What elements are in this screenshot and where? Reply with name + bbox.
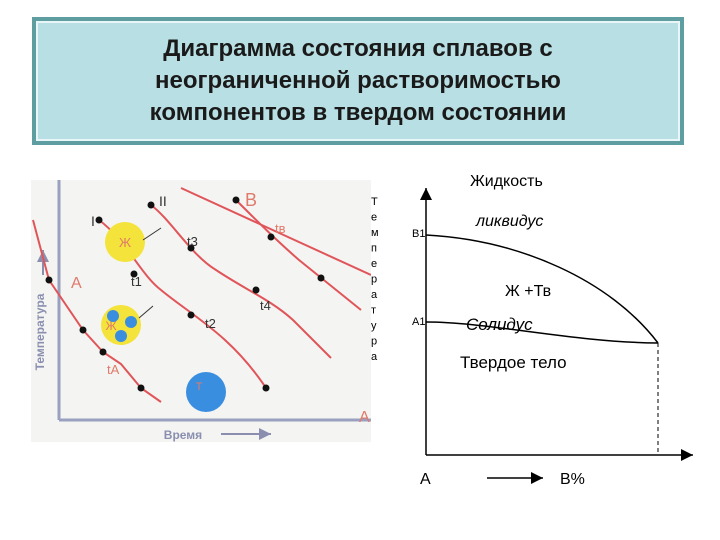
point-ii-start xyxy=(147,201,155,209)
mixed-phase-label: Ж xyxy=(105,319,116,333)
title-banner: Диаграмма состояния сплавов с неограниче… xyxy=(32,17,684,145)
temp-label-t2: t2 xyxy=(205,316,216,331)
liquid-phase-label: Ж xyxy=(119,235,131,250)
x-label-a: A xyxy=(420,471,431,488)
curve-label-i: I xyxy=(91,213,95,229)
point-a-ta xyxy=(99,348,107,356)
region-solid: Твердое тело xyxy=(460,353,567,372)
temp-label-t3: t3 xyxy=(187,234,198,249)
region-liquid: Жидкость xyxy=(470,173,543,190)
cooling-points xyxy=(45,196,325,392)
crystal-1-icon xyxy=(107,310,119,322)
point-b-tb xyxy=(267,233,275,241)
point-i-start xyxy=(95,216,103,224)
temp-label-tb: tв xyxy=(275,221,286,236)
point-i-end xyxy=(262,384,270,392)
cooling-curves-figure: Температура Время Ж Ж T A I II B A tв t3 xyxy=(31,180,371,442)
curve-label-ii: II xyxy=(159,193,167,209)
point-b-end xyxy=(317,274,325,282)
liquidus-line xyxy=(425,234,659,344)
point-ii-t4 xyxy=(252,286,260,294)
point-b-start xyxy=(232,196,240,204)
liquidus-label: ликвидус xyxy=(475,213,543,230)
crystal-2-icon xyxy=(125,316,137,328)
solidus-line xyxy=(425,321,659,344)
point-a-end xyxy=(137,384,145,392)
liquid-phase-circle xyxy=(105,222,145,262)
temperature-label: Температура xyxy=(33,293,47,370)
curve-label-b: B xyxy=(245,190,257,210)
solid-phase-label: T xyxy=(196,381,203,393)
slide-title: Диаграмма состояния сплавов с неограниче… xyxy=(149,35,567,126)
point-ii-t3 xyxy=(187,244,195,252)
cooling-curve-ii xyxy=(150,204,332,359)
point-i-t1 xyxy=(130,270,138,278)
cooling-curve-b xyxy=(235,199,362,311)
crystal-3-icon xyxy=(115,330,127,342)
region-mix: Ж +Тв xyxy=(505,283,551,300)
temp-label-t1: t1 xyxy=(131,274,142,289)
point-b1-label: В1 xyxy=(412,228,425,240)
temp-label-t4: t4 xyxy=(260,298,271,313)
curve-label-a-end: A xyxy=(359,409,370,426)
point-a1-label: А1 xyxy=(412,316,425,328)
x-label-b: B% xyxy=(560,471,585,488)
temp-label-ta: tA xyxy=(107,362,120,377)
cooling-curve-top xyxy=(180,187,371,276)
point-a-start xyxy=(45,276,53,284)
curve-label-a: A xyxy=(71,275,82,292)
mix-pointer xyxy=(138,305,154,319)
solidus-label: Солидус xyxy=(466,315,533,334)
solid-phase-circle xyxy=(186,372,226,412)
point-i-t2 xyxy=(187,311,195,319)
time-label: Время xyxy=(164,428,202,442)
liquid-pointer xyxy=(142,227,162,241)
point-a-mid xyxy=(79,326,87,334)
